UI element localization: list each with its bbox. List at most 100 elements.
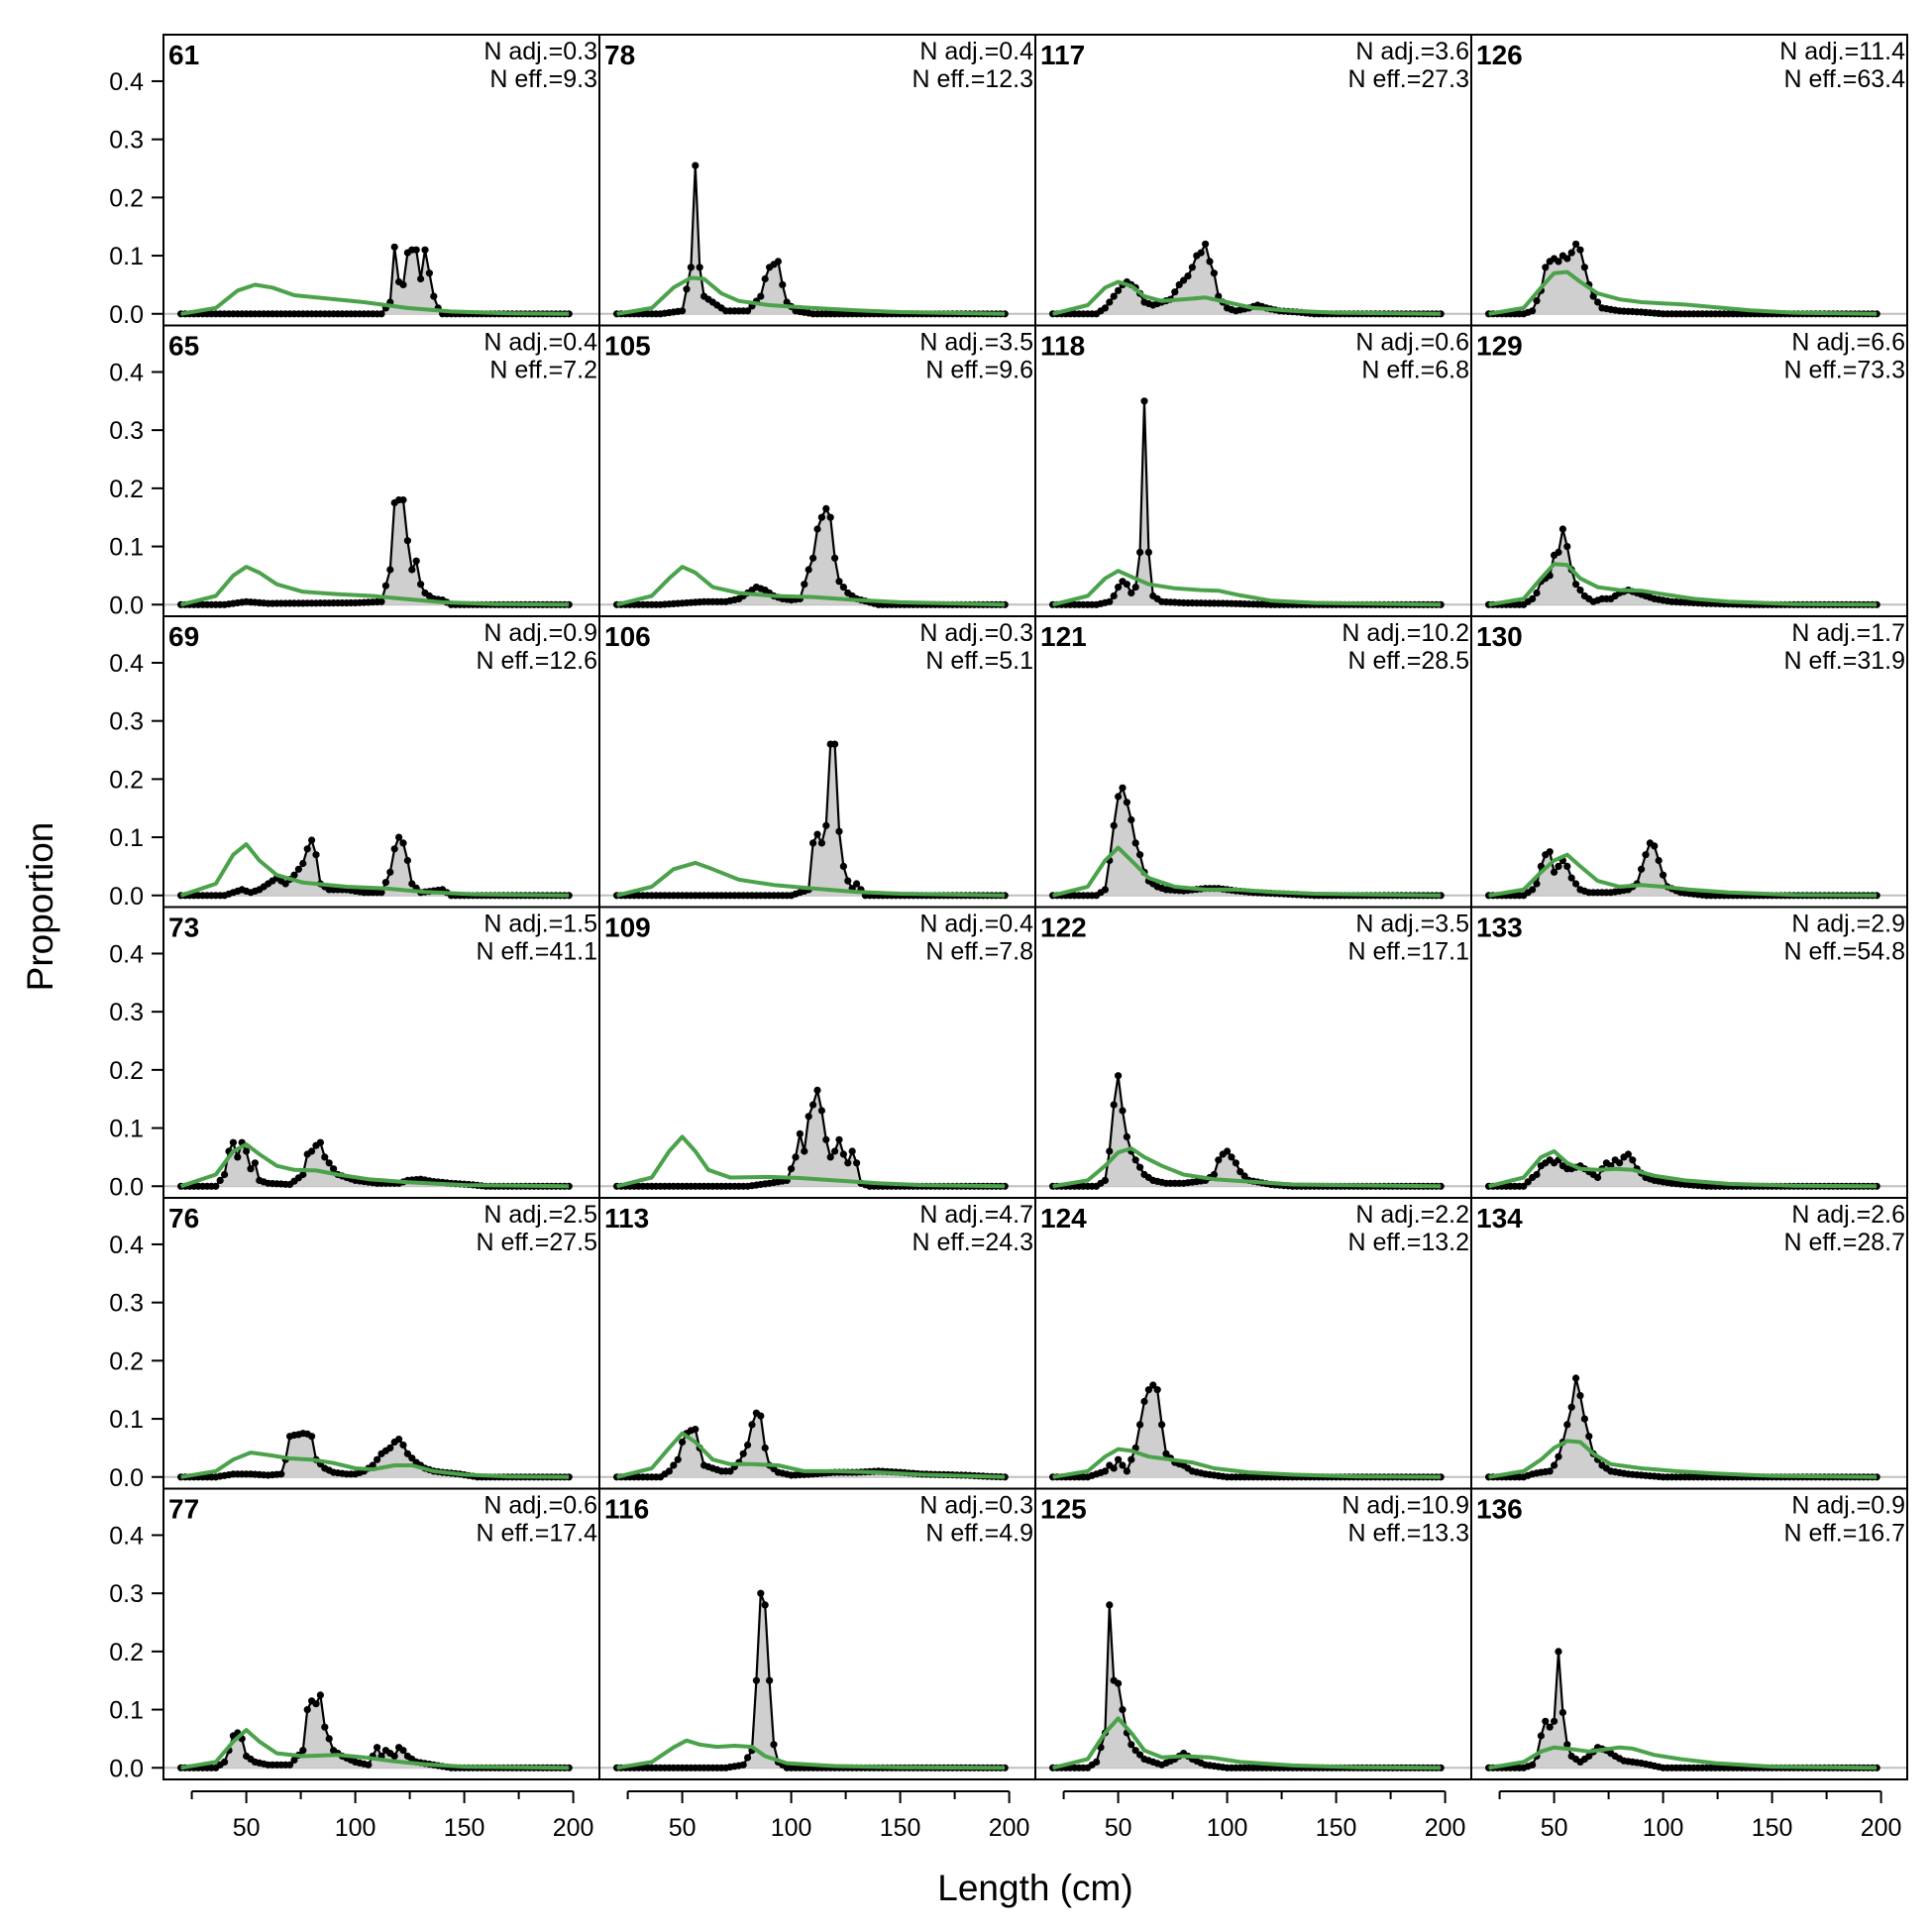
observed-point xyxy=(377,310,385,318)
panel-neff-label: N eff.=28.7 xyxy=(1783,1229,1905,1256)
observed-point xyxy=(1594,1173,1602,1182)
panel-nadj-label: N adj.=0.9 xyxy=(483,619,597,647)
observed-point xyxy=(1555,1648,1562,1656)
panel-neff-label: N eff.=7.2 xyxy=(489,357,597,384)
observed-point xyxy=(316,1691,324,1699)
x-tick-label: 50 xyxy=(1541,1814,1568,1842)
observed-point xyxy=(1660,871,1667,879)
observed-point xyxy=(308,1147,316,1155)
y-tick-label: 0.4 xyxy=(109,940,144,968)
observed-point xyxy=(1546,1723,1554,1731)
panel-plot-area xyxy=(599,740,1035,900)
observed-area xyxy=(1087,1385,1228,1477)
panel-nadj-label: N adj.=0.4 xyxy=(483,329,597,357)
observed-point xyxy=(1542,264,1550,271)
panel-122: 122 N adj.=3.5N eff.=17.1 xyxy=(1034,906,1472,1199)
observed-point xyxy=(408,566,416,574)
panel-plot-area xyxy=(1471,839,1907,900)
panel-id-label: 109 xyxy=(604,912,651,943)
panel-id-label: 129 xyxy=(1476,331,1523,362)
panel-nadj-label: N adj.=10.9 xyxy=(1342,1492,1469,1520)
observed-point xyxy=(1232,1159,1239,1167)
observed-point xyxy=(817,1107,826,1115)
observed-point xyxy=(1642,851,1650,859)
expected-line xyxy=(1488,1745,1878,1771)
observed-point xyxy=(1529,1761,1537,1769)
observed-point xyxy=(365,1761,373,1769)
panel-id-label: 105 xyxy=(604,331,651,362)
panel-nadj-label: N adj.=3.5 xyxy=(1355,911,1469,938)
panel-neff-label: N eff.=16.7 xyxy=(1783,1520,1905,1548)
x-tick-label: 150 xyxy=(1752,1814,1793,1842)
observed-point xyxy=(386,1444,394,1451)
y-tick-label: 0.1 xyxy=(109,824,144,852)
observed-point xyxy=(1624,1150,1632,1158)
observed-point xyxy=(1524,1178,1532,1186)
observed-point xyxy=(835,578,843,586)
observed-point xyxy=(679,307,687,315)
panel-id-label: 116 xyxy=(604,1494,649,1525)
observed-points xyxy=(1485,839,1880,900)
observed-point xyxy=(1555,862,1562,871)
panel-plot-area xyxy=(1471,1149,1907,1190)
observed-point xyxy=(1529,886,1537,894)
observed-point xyxy=(683,285,691,293)
observed-point xyxy=(377,889,385,897)
observed-point xyxy=(425,269,433,277)
expected-line xyxy=(1052,279,1442,316)
y-tick-label: 0.3 xyxy=(109,1290,144,1318)
observed-point xyxy=(826,513,834,521)
panel-plot-area xyxy=(1471,1374,1907,1481)
observed-point xyxy=(1110,821,1118,829)
panel-113: 113 N adj.=4.7N eff.=24.3 xyxy=(598,1197,1036,1490)
observed-point xyxy=(243,1147,251,1155)
expected-line xyxy=(616,275,1006,316)
observed-point xyxy=(399,1441,407,1449)
panel-id-label: 117 xyxy=(1040,40,1085,70)
panel-nadj-label: N adj.=2.9 xyxy=(1791,911,1905,938)
observed-point xyxy=(826,1153,834,1161)
expected-line xyxy=(1052,569,1442,607)
observed-points xyxy=(1049,1381,1445,1481)
panel-65: 65 N adj.=0.4N eff.=7.2 xyxy=(162,324,600,617)
observed-point xyxy=(805,566,812,574)
observed-point xyxy=(1215,1156,1223,1164)
panel-nadj-label: N adj.=0.6 xyxy=(1355,329,1469,357)
observed-point xyxy=(212,1182,220,1190)
x-tick-label: 100 xyxy=(771,1814,812,1842)
panel-129: 129 N adj.=6.6N eff.=73.3 xyxy=(1470,324,1908,617)
observed-point xyxy=(1228,1153,1235,1161)
observed-point xyxy=(312,851,320,859)
observed-area xyxy=(660,508,879,605)
panel-nadj-label: N adj.=3.5 xyxy=(919,329,1033,357)
y-tick-label: 0.2 xyxy=(109,766,144,794)
observed-point xyxy=(853,880,861,888)
observed-point xyxy=(1236,1168,1244,1176)
y-tick-label: 0.4 xyxy=(109,1232,144,1259)
panel-124: 124 N adj.=2.2N eff.=13.2 xyxy=(1034,1197,1472,1490)
y-tick-label: 0.2 xyxy=(109,1639,144,1666)
observed-area xyxy=(1523,1651,1664,1769)
panel-plot-area xyxy=(1035,1072,1471,1190)
observed-point xyxy=(1110,1464,1118,1472)
observed-point xyxy=(229,1138,237,1146)
observed-point xyxy=(1123,1132,1130,1140)
observed-area xyxy=(1087,1604,1228,1769)
observed-point xyxy=(399,496,407,504)
panel-id-label: 126 xyxy=(1476,40,1523,70)
observed-point xyxy=(325,1159,333,1167)
panel-nadj-label: N adj.=1.7 xyxy=(1791,619,1905,647)
observed-point xyxy=(761,274,769,283)
panel-nadj-label: N adj.=0.3 xyxy=(483,38,597,65)
observed-area xyxy=(1096,1075,1293,1187)
y-tick-label: 0.2 xyxy=(109,1057,144,1085)
observed-point xyxy=(1551,1461,1558,1469)
panel-nadj-label: N adj.=0.9 xyxy=(1791,1492,1905,1520)
panel-116: 116 N adj.=0.3N eff.=4.9 xyxy=(598,1487,1036,1780)
expected-line xyxy=(1488,852,1878,898)
y-tick-label: 0.3 xyxy=(109,999,144,1026)
observed-point xyxy=(412,557,420,565)
observed-point xyxy=(805,1113,812,1121)
panel-plot-area xyxy=(599,1589,1035,1771)
panel-136: 136 N adj.=0.9N eff.=16.7 xyxy=(1470,1487,1908,1780)
